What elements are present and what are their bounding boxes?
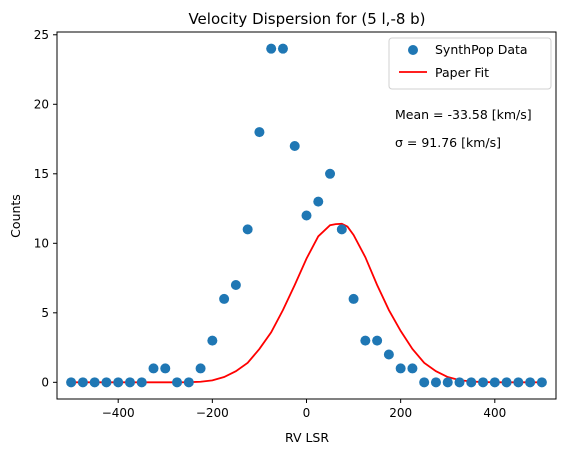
legend-label-synthpop: SynthPop Data — [435, 42, 528, 57]
data-point — [266, 43, 277, 54]
data-point — [407, 363, 418, 374]
data-point — [289, 140, 300, 151]
data-point — [195, 363, 206, 374]
plot-area — [66, 43, 547, 388]
y-axis-ticks: 0 5 10 15 20 25 — [34, 28, 57, 389]
data-point — [254, 127, 265, 138]
data-point — [489, 377, 500, 388]
chart-title: Velocity Dispersion for (5 l,-8 b) — [188, 10, 425, 28]
plot-frame — [56, 31, 557, 400]
data-point — [148, 363, 159, 374]
x-tick-label: 200 — [389, 406, 412, 420]
data-point — [89, 377, 100, 388]
x-axis-ticks: −400 −200 0 200 400 — [102, 399, 506, 420]
data-point — [313, 196, 324, 207]
data-point — [478, 377, 489, 388]
data-point — [395, 363, 406, 374]
data-point — [77, 377, 88, 388]
y-axis-label: Counts — [8, 194, 23, 238]
data-point — [430, 377, 441, 388]
x-tick-label: 0 — [303, 406, 311, 420]
data-point — [219, 293, 230, 304]
data-point — [348, 293, 359, 304]
data-point — [513, 377, 524, 388]
data-point — [242, 224, 253, 235]
data-point — [336, 224, 347, 235]
data-point — [207, 335, 218, 346]
data-point — [501, 377, 512, 388]
data-point — [525, 377, 536, 388]
data-point — [383, 349, 394, 360]
data-point — [172, 377, 183, 388]
x-tick-label: 400 — [483, 406, 506, 420]
y-tick-label: 20 — [34, 97, 49, 111]
y-tick-label: 0 — [41, 375, 49, 389]
legend-marker-synthpop — [408, 45, 418, 55]
data-point — [183, 377, 194, 388]
data-point — [536, 377, 547, 388]
y-tick-label: 25 — [34, 28, 49, 42]
data-point — [101, 377, 112, 388]
data-point — [113, 377, 124, 388]
data-point — [442, 377, 453, 388]
annotation-sigma: σ = 91.76 [km/s] — [395, 135, 501, 150]
y-tick-label: 10 — [34, 236, 49, 250]
legend-box — [388, 37, 552, 90]
data-point — [136, 377, 147, 388]
data-point — [160, 363, 171, 374]
y-tick-label: 15 — [34, 167, 49, 181]
data-point — [66, 377, 77, 388]
legend-label-paper-fit: Paper Fit — [435, 65, 489, 80]
data-point — [419, 377, 430, 388]
legend: SynthPop Data Paper Fit — [388, 37, 552, 90]
x-tick-label: −400 — [102, 406, 135, 420]
data-point — [360, 335, 371, 346]
annotation-mean: Mean = -33.58 [km/s] — [395, 107, 532, 122]
data-point — [277, 43, 288, 54]
data-point — [230, 280, 241, 291]
x-axis-label: RV LSR — [285, 430, 329, 445]
data-point — [454, 377, 465, 388]
y-tick-label: 5 — [41, 306, 49, 320]
data-point — [325, 168, 336, 179]
data-point — [372, 335, 383, 346]
data-point — [124, 377, 135, 388]
data-point — [301, 210, 312, 221]
data-point — [466, 377, 477, 388]
x-tick-label: −200 — [196, 406, 229, 420]
